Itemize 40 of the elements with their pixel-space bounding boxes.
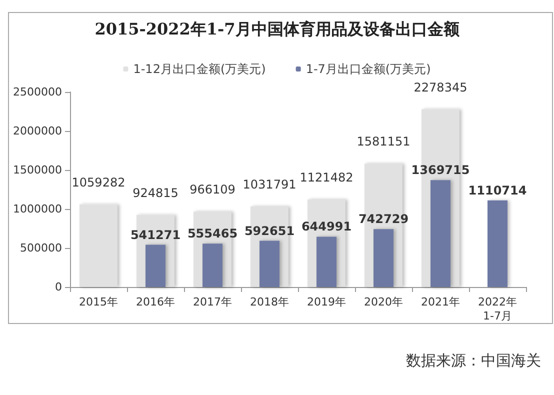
bar xyxy=(80,204,118,287)
x-tick-label: 2021年 xyxy=(421,296,460,308)
x-tick-label: 2018年 xyxy=(250,296,289,308)
legend-label: 1-7月出口金额(万美元) xyxy=(306,62,431,76)
data-label: 1369715 xyxy=(411,163,470,178)
data-label: 966109 xyxy=(190,182,236,197)
bar xyxy=(260,240,280,287)
data-label: 2278345 xyxy=(414,80,468,94)
x-tick-label: 2016年 xyxy=(136,296,175,308)
x-tick-label: 2020年 xyxy=(364,296,403,308)
data-label: 644991 xyxy=(301,220,352,234)
y-tick-label: 2500000 xyxy=(13,86,62,98)
source-note: 数据来源：中国海关 xyxy=(406,352,541,370)
x-tick-label: 2022年 1-7月 xyxy=(478,296,517,322)
x-tick-label: 2015年 xyxy=(79,296,118,308)
data-label: 742729 xyxy=(358,212,409,226)
chart-title: 2015-2022年1-7月中国体育用品及设备出口金额 xyxy=(94,20,460,38)
bar xyxy=(316,236,336,287)
data-label: 924815 xyxy=(132,186,178,200)
y-tick-label: 1500000 xyxy=(13,164,62,176)
data-label: 592651 xyxy=(244,224,295,238)
data-label: 1110714 xyxy=(468,183,527,198)
data-label: 555465 xyxy=(187,226,238,241)
y-tick-label: 500000 xyxy=(20,242,62,254)
x-tick-label: 2017年 xyxy=(193,296,232,308)
bar xyxy=(146,244,166,287)
bar xyxy=(202,244,222,287)
x-tick-label: 2019年 xyxy=(307,296,346,308)
bar xyxy=(488,200,508,287)
y-tick-label: 0 xyxy=(55,280,62,294)
data-label: 1121482 xyxy=(300,170,354,185)
data-label: 541271 xyxy=(130,228,181,242)
data-label: 1581151 xyxy=(356,134,410,149)
legend-label: 1-12月出口金额(万美元) xyxy=(133,62,266,76)
data-label: 1059282 xyxy=(72,175,126,190)
bar xyxy=(374,229,394,287)
bar xyxy=(430,180,450,287)
y-tick-label: 2000000 xyxy=(13,124,62,138)
y-tick-label: 1000000 xyxy=(13,202,62,216)
data-label: 1031791 xyxy=(242,178,296,192)
